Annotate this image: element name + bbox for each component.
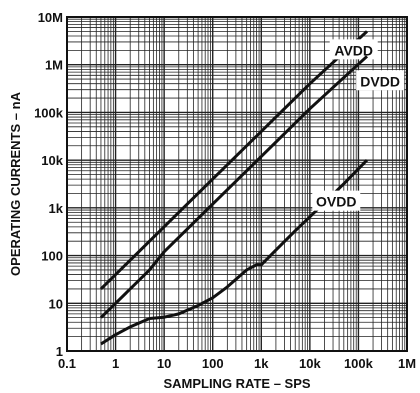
series-label-bg (356, 70, 405, 91)
x-tick-label: 0.1 (58, 356, 76, 371)
y-tick-label: 1M (45, 58, 63, 73)
series-label-dvdd: DVDD (360, 73, 400, 89)
series-label-avdd: AVDD (334, 42, 373, 58)
x-tick-label: 100k (344, 356, 374, 371)
series-line-ovdd (100, 159, 369, 346)
y-tick-label: 1 (56, 344, 63, 359)
y-tick-label: 10k (41, 153, 63, 168)
plot-frame (66, 16, 408, 352)
series-label-bg (329, 39, 378, 60)
y-tick-label: 10 (49, 296, 63, 311)
y-tick-label: 100k (34, 105, 64, 120)
x-tick-label: 1 (112, 356, 119, 371)
x-tick-label: 1k (254, 356, 269, 371)
series-line-dvdd (99, 55, 369, 319)
x-tick-label: 10 (157, 356, 171, 371)
y-tick-label: 10M (38, 10, 63, 25)
y-axis-title: OPERATING CURRENTS – nA (8, 91, 23, 276)
series-label-ovdd: OVDD (316, 194, 356, 210)
x-tick-label: 100 (202, 356, 224, 371)
y-tick-label: 1k (49, 201, 64, 216)
x-tick-label: 10k (299, 356, 321, 371)
series-label-bg (312, 190, 361, 211)
series-group: AVDD DVDD OVDD (99, 30, 405, 346)
y-tick-label: 100 (41, 249, 63, 264)
x-axis-title: SAMPLING RATE – SPS (163, 376, 310, 391)
x-tick-label: 1M (398, 356, 416, 371)
series-line-avdd (99, 30, 369, 290)
